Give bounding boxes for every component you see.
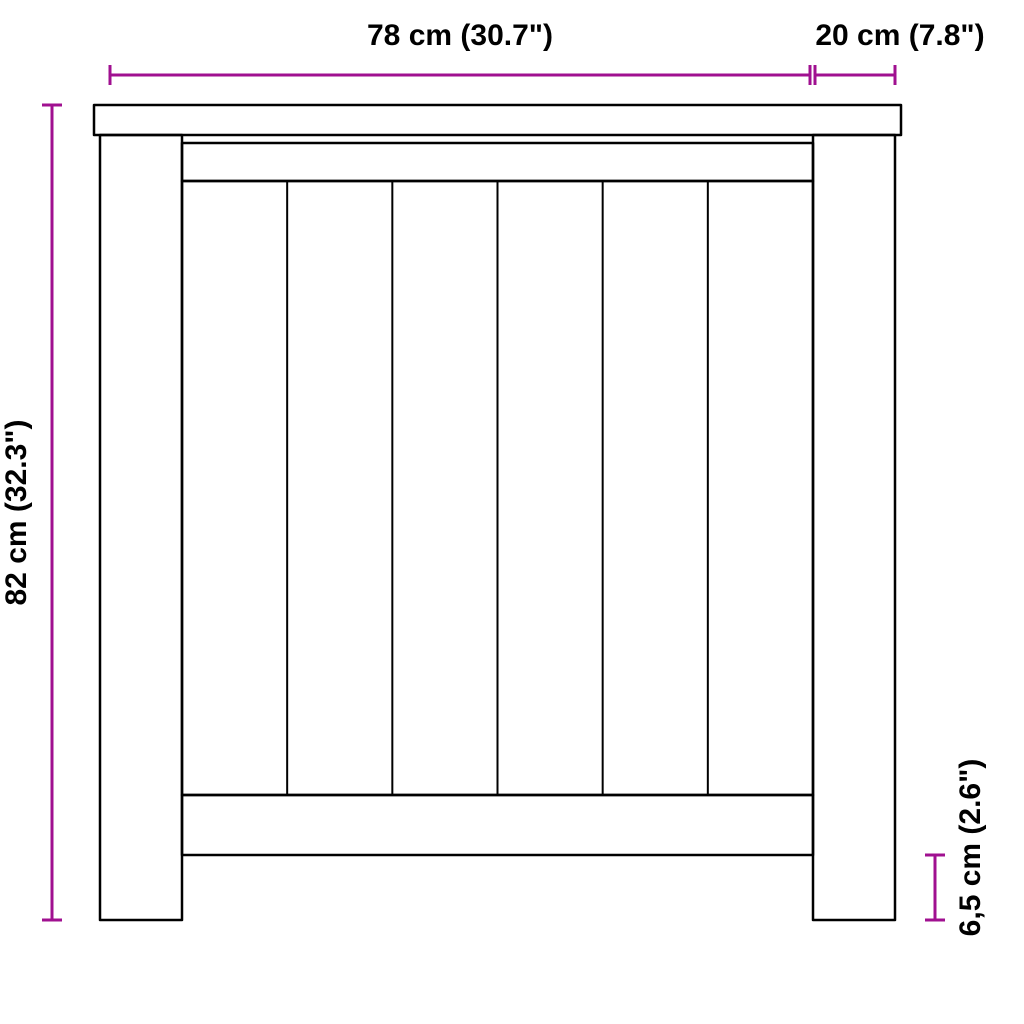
width-label: 78 cm (30.7") (367, 19, 553, 52)
gap-label: 6,5 cm (2.6") (954, 759, 987, 937)
dimension-diagram: 78 cm (30.7") 20 cm (7.8") 82 cm (32.3") 6,… (0, 0, 1024, 1024)
dimension-labels: 78 cm (30.7") 20 cm (7.8") 82 cm (32.3") 6,… (0, 19, 987, 936)
top-rail (182, 143, 813, 181)
height-label: 82 cm (32.3") (0, 420, 33, 606)
slat-lines (287, 181, 708, 795)
right-leg (813, 135, 895, 920)
dimension-lines (42, 65, 945, 920)
depth-label: 20 cm (7.8") (815, 19, 984, 52)
left-leg (100, 135, 182, 920)
bottom-rail (182, 795, 813, 855)
top-board (94, 105, 901, 135)
